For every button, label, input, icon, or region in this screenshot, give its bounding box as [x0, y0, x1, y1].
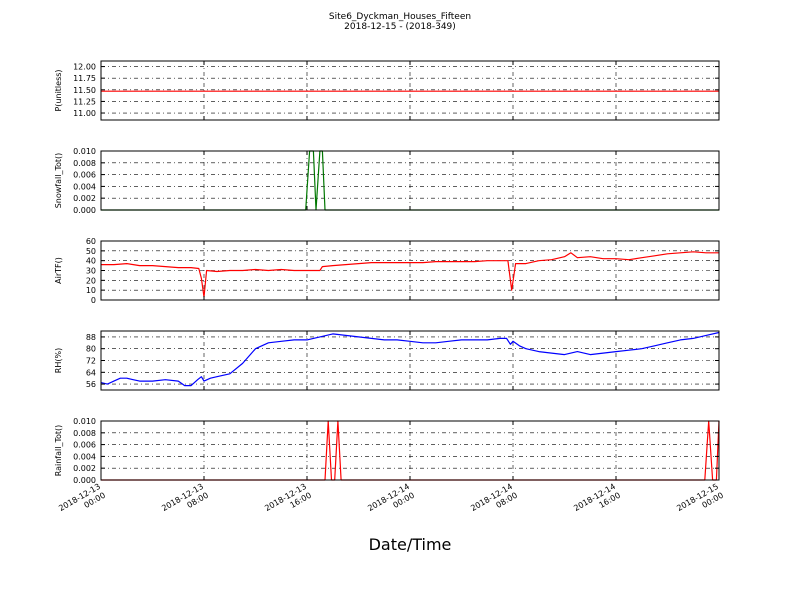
y-tick-label: 0.000 [73, 206, 96, 215]
y-axis-label: RH(%) [54, 348, 63, 373]
y-tick-label: 0.008 [73, 159, 96, 168]
y-tick-label: 11.25 [73, 97, 96, 106]
y-tick-label: 11.75 [73, 74, 96, 83]
subplot-4: 88 80 72 64 56 RH(%) [54, 330, 720, 391]
y-tick-label: 11.50 [73, 86, 96, 95]
y-axis-label: Snowfall_Tot() [54, 153, 63, 209]
y-tick-label: 0 [91, 296, 96, 305]
subplot-1: 12.00 11.75 11.50 11.25 11.00 P(unitless) [54, 60, 720, 121]
chart-title: Site6_Dyckman_Houses_Fifteen [329, 12, 471, 22]
y-tick-label: 72 [86, 357, 96, 366]
y-tick-label: 11.00 [73, 109, 96, 118]
y-tick-label: 0.006 [73, 441, 96, 450]
y-tick-label: 64 [86, 368, 96, 377]
y-axis-label: P(unitless) [54, 69, 63, 111]
y-tick-label: 0.000 [73, 476, 96, 485]
series-line [101, 251, 719, 298]
chart-subtitle: 2018-12-15 - (2018-349) [344, 22, 456, 32]
y-tick-label: 88 [86, 333, 96, 342]
series-line [100, 331, 720, 387]
y-tick-label: 0.006 [73, 171, 96, 180]
y-tick-label: 0.010 [73, 147, 96, 156]
y-tick-label: 20 [86, 276, 96, 285]
y-tick-label: 0.010 [73, 417, 96, 426]
y-tick-label: 0.002 [73, 464, 96, 473]
y-tick-label: 12.00 [73, 63, 96, 72]
y-tick-label: 0.004 [73, 182, 96, 191]
y-tick-label: 40 [86, 257, 96, 266]
x-axis-label: Date/Time [369, 535, 452, 554]
subplot-2: 0.010 0.008 0.006 0.004 0.002 0.000 Snowfall_T… [54, 147, 720, 215]
y-tick-label: 30 [86, 267, 96, 276]
y-tick-label: 0.008 [73, 429, 96, 438]
subplot-5: 0.010 0.008 0.006 0.004 0.002 0.000 Rainfall_T… [54, 417, 720, 485]
y-tick-label: 10 [86, 286, 96, 295]
y-tick-label: 50 [86, 247, 96, 256]
y-tick-label: 56 [86, 380, 96, 389]
y-tick-label: 0.004 [73, 452, 96, 461]
y-axis-label: AirTF() [54, 257, 63, 284]
y-axis-label: Rainfall_Tot() [54, 425, 63, 477]
subplots: 12.00 11.75 11.50 11.25 11.00 P(unitless) 0.01… [54, 60, 725, 513]
y-tick-label: 0.002 [73, 194, 96, 203]
y-tick-label: 80 [86, 345, 96, 354]
y-tick-label: 60 [86, 237, 96, 246]
